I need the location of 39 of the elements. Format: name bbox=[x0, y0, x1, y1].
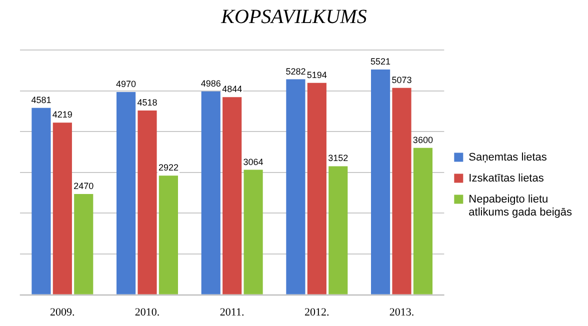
bar bbox=[74, 194, 94, 294]
data-label: 4219 bbox=[52, 110, 72, 120]
bar bbox=[222, 97, 242, 294]
bar bbox=[158, 176, 178, 294]
bar bbox=[244, 170, 263, 294]
data-label: 4844 bbox=[222, 84, 242, 94]
data-label: 2922 bbox=[158, 162, 178, 173]
x-tick-label: 2009. bbox=[50, 306, 76, 318]
data-label: 4970 bbox=[116, 79, 136, 90]
chart-title: KOPSAVILKUMS bbox=[220, 5, 368, 30]
bar bbox=[328, 166, 348, 294]
x-tick-label: 2012. bbox=[304, 306, 330, 318]
data-label: 2470 bbox=[74, 181, 94, 192]
data-label: 5073 bbox=[392, 74, 412, 85]
bar bbox=[116, 92, 136, 294]
legend-label: Nepabeigto lietu atlikums gada beigās bbox=[468, 193, 572, 219]
bar bbox=[138, 110, 157, 294]
legend-label: Saņemtas lietas bbox=[468, 151, 548, 164]
data-label: 4518 bbox=[137, 97, 158, 108]
legend-label: Izskatītas lietas bbox=[468, 172, 544, 184]
bar bbox=[392, 88, 412, 294]
bar bbox=[286, 79, 306, 294]
bar bbox=[413, 148, 432, 294]
data-label: 5194 bbox=[306, 70, 327, 80]
data-label: 5521 bbox=[370, 56, 391, 67]
bar bbox=[52, 122, 72, 294]
data-label: 3152 bbox=[328, 153, 348, 164]
x-tick-label: 2011. bbox=[220, 306, 244, 318]
bar bbox=[307, 82, 326, 294]
data-label: 4986 bbox=[200, 78, 221, 88]
data-label: 3600 bbox=[412, 134, 433, 145]
data-label: 3064 bbox=[243, 156, 264, 167]
bar bbox=[201, 91, 220, 294]
x-tick-label: 2010. bbox=[134, 306, 160, 318]
data-label: 4581 bbox=[31, 94, 52, 105]
data-label: 5282 bbox=[286, 66, 306, 76]
bar bbox=[32, 108, 51, 294]
x-tick-label: 2013. bbox=[389, 306, 414, 318]
bar bbox=[370, 70, 390, 294]
